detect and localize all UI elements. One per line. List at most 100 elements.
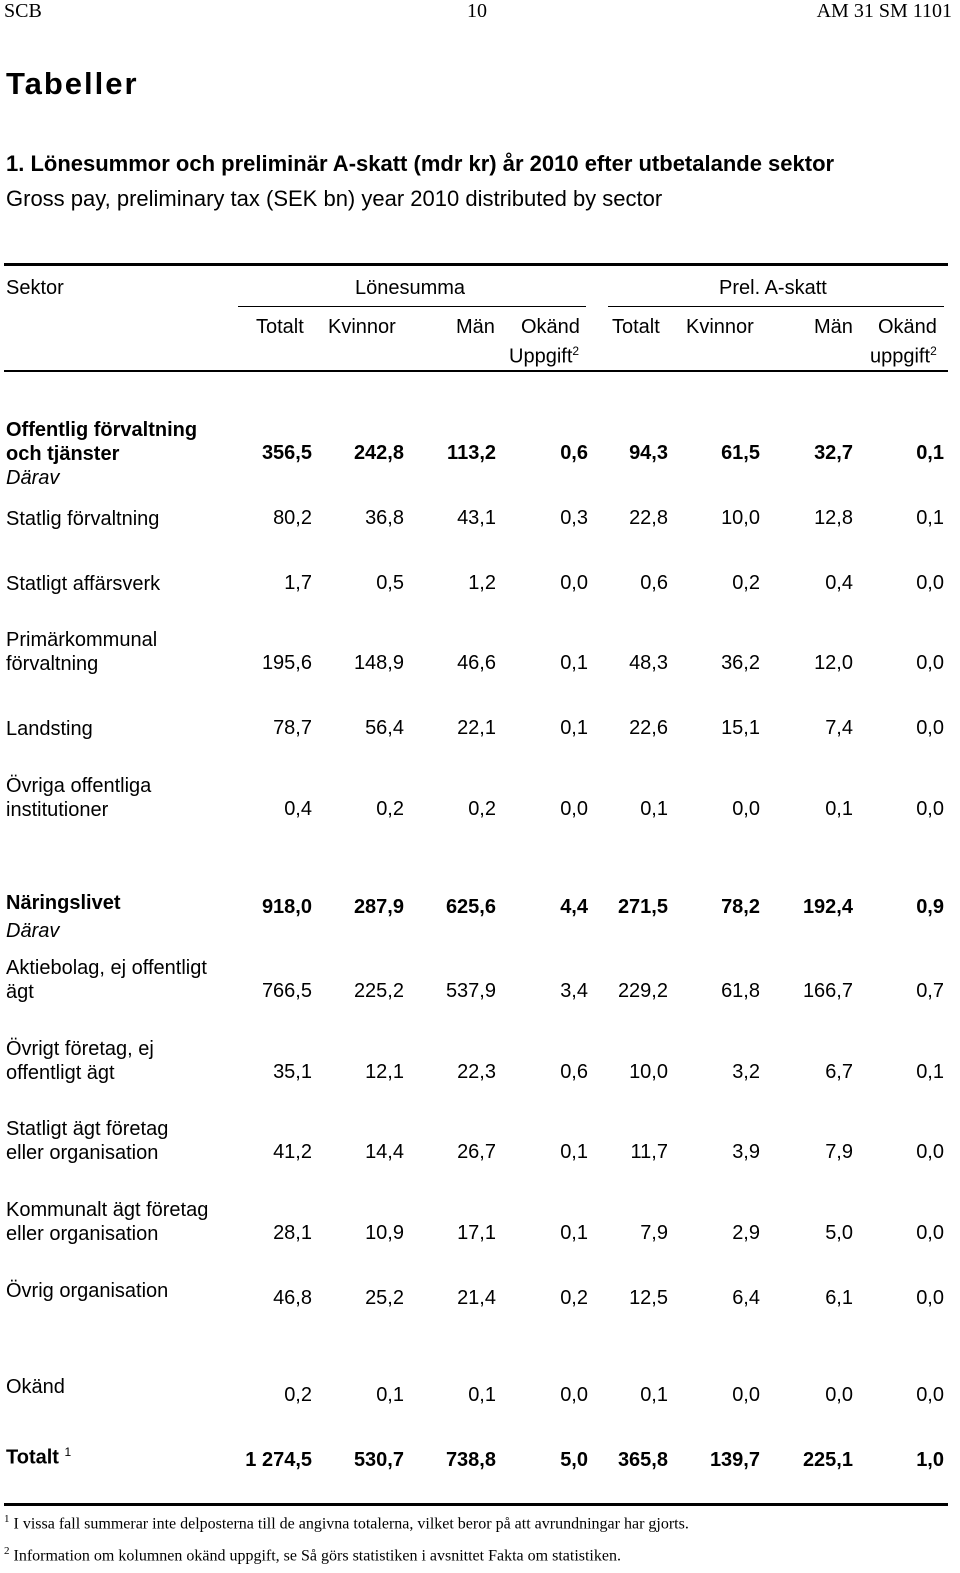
table-cell: 0,1	[560, 717, 588, 739]
table-cell: 5,0	[560, 1449, 588, 1471]
table-cell: 0,4	[284, 798, 312, 820]
row-label-totalt: Totalt 1	[6, 1445, 72, 1469]
column-header-man-askatt: Män	[814, 316, 853, 338]
row-label-ovrigt-foretag-2: offentligt ägt	[6, 1062, 115, 1084]
table-cell: 1,7	[284, 572, 312, 594]
table-cell: 271,5	[617, 896, 668, 918]
table-cell: 43,1	[457, 507, 496, 529]
table-cell: 12,1	[365, 1061, 404, 1083]
table-cell: 5,0	[825, 1222, 853, 1244]
table-cell: 10,9	[365, 1222, 404, 1244]
table-cell: 113,2	[447, 442, 496, 464]
table-cell: 0,0	[825, 1384, 853, 1406]
table-cell: 0,0	[732, 798, 760, 820]
table-cell: 36,8	[365, 507, 404, 529]
table-cell: 0,2	[560, 1287, 588, 1309]
table-cell: 3,2	[732, 1061, 760, 1083]
table-bottom-rule	[4, 1503, 948, 1506]
table-cell: 0,1	[376, 1384, 404, 1406]
table-cell: 0,0	[916, 1384, 944, 1406]
table-cell: 94,3	[629, 442, 668, 464]
table-cell: 36,2	[721, 652, 760, 674]
table-cell: 537,9	[445, 980, 496, 1002]
table-cell: 11,7	[630, 1141, 668, 1163]
table-title: 1. Lönesummor och preliminär A-skatt (md…	[6, 151, 835, 176]
table-cell: 0,0	[916, 572, 944, 594]
table-cell: 918,0	[261, 896, 312, 918]
lonesumma-underline	[238, 306, 586, 307]
row-label-kommunalt-agt-2: eller organisation	[6, 1223, 159, 1245]
table-cell: 25,2	[365, 1287, 404, 1309]
row-label-ovrig-org: Övrig organisation	[6, 1280, 169, 1302]
table-cell: 0,2	[284, 1384, 312, 1406]
table-cell: 0,1	[825, 798, 853, 820]
group-header-askatt: Prel. A-skatt	[719, 277, 827, 299]
table-cell: 21,4	[457, 1287, 496, 1309]
row-label-statligt-agt: Statligt ägt företag	[6, 1118, 169, 1140]
table-cell: 0,7	[916, 980, 944, 1002]
footnote-2: 2 Information om kolumnen okänd uppgift,…	[4, 1545, 621, 1565]
table-cell: 56,4	[365, 717, 404, 739]
table-cell: 242,8	[353, 442, 404, 464]
table-cell: 766,5	[261, 980, 312, 1002]
table-cell: 625,6	[445, 896, 496, 918]
table-cell: 0,4	[825, 572, 853, 594]
column-header-kvinnor-askatt: Kvinnor	[686, 316, 754, 338]
table-cell: 22,8	[629, 507, 668, 529]
table-cell: 225,1	[802, 1449, 853, 1471]
table-cell: 12,5	[629, 1287, 668, 1309]
table-cell: 229,2	[617, 980, 668, 1002]
row-label-kommunalt-agt: Kommunalt ägt företag	[6, 1199, 209, 1221]
table-cell: 148,9	[353, 652, 404, 674]
table-cell: 0,0	[560, 798, 588, 820]
table-cell: 3,4	[560, 980, 588, 1002]
table-cell: 46,6	[457, 652, 496, 674]
table-cell: 365,8	[617, 1449, 668, 1471]
table-cell: 287,9	[353, 896, 404, 918]
table-cell: 0,6	[560, 1061, 588, 1083]
table-cell: 0,1	[640, 1384, 668, 1406]
table-cell: 0,0	[916, 652, 944, 674]
table-cell: 17,1	[457, 1222, 496, 1244]
table-cell: 0,0	[916, 798, 944, 820]
table-cell: 195,6	[261, 652, 312, 674]
table-cell: 1 274,5	[245, 1449, 312, 1471]
table-cell: 10,0	[629, 1061, 668, 1083]
row-label-ovriga-offentliga-2: institutioner	[6, 799, 109, 821]
table-top-rule	[4, 263, 948, 266]
row-label-primarkommunal-2: förvaltning	[6, 653, 99, 675]
table-cell: 0,1	[468, 1384, 496, 1406]
table-cell: 41,2	[273, 1141, 312, 1163]
table-cell: 225,2	[353, 980, 404, 1002]
row-label-darav: Därav	[6, 467, 60, 489]
footnote-1: 1 I vissa fall summerar inte delposterna…	[4, 1513, 689, 1533]
table-cell: 78,7	[273, 717, 312, 739]
row-label-primarkommunal: Primärkommunal	[6, 629, 158, 651]
table-cell: 6,7	[825, 1061, 853, 1083]
table-cell: 0,6	[640, 572, 668, 594]
row-label-ovrigt-foretag: Övrigt företag, ej	[6, 1038, 154, 1060]
table-cell: 0,3	[560, 507, 588, 529]
table-cell: 0,1	[560, 1222, 588, 1244]
footnote-mark: 2	[930, 344, 937, 358]
column-header-okand: Okänd	[521, 316, 580, 338]
row-label-statligt-agt-2: eller organisation	[6, 1142, 159, 1164]
table-cell: 2,9	[732, 1222, 760, 1244]
table-cell: 738,8	[445, 1449, 496, 1471]
table-cell: 0,1	[560, 652, 588, 674]
column-header-sektor: Sektor	[6, 277, 64, 299]
table-cell: 7,9	[825, 1141, 853, 1163]
table-cell: 3,9	[732, 1141, 760, 1163]
table-cell: 7,4	[825, 717, 853, 739]
table-cell: 6,1	[825, 1287, 853, 1309]
table-cell: 22,3	[457, 1061, 496, 1083]
column-header-uppgift-askatt: uppgift2	[870, 344, 937, 368]
table-cell: 0,9	[916, 896, 944, 918]
table-cell: 0,0	[560, 1384, 588, 1406]
table-subtitle: Gross pay, preliminary tax (SEK bn) year…	[6, 186, 663, 211]
table-cell: 530,7	[353, 1449, 404, 1471]
table-cell: 32,7	[814, 442, 853, 464]
header-bottom-rule	[4, 370, 948, 372]
table-cell: 0,1	[640, 798, 668, 820]
table-cell: 0,5	[376, 572, 404, 594]
